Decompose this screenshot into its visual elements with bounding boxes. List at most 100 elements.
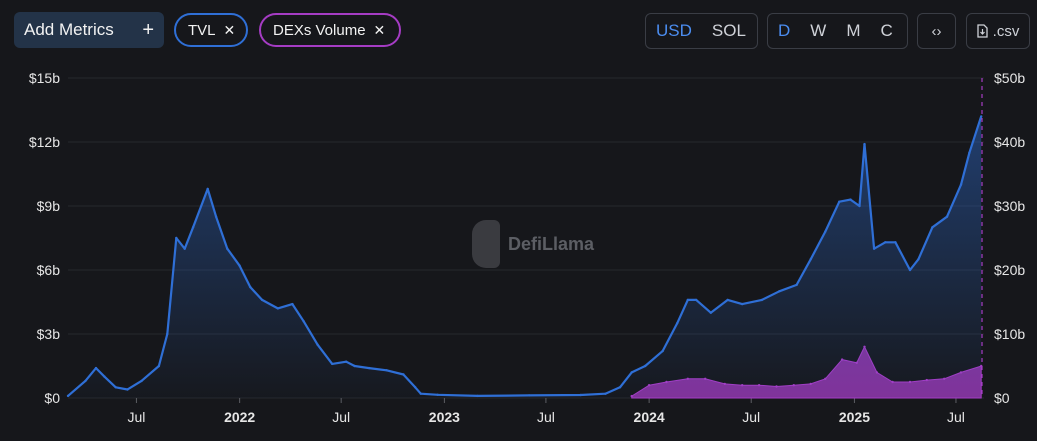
code-icon: ‹› (931, 22, 942, 40)
currency-usd-button[interactable]: USD (656, 21, 692, 40)
right-tick-label: $30b (994, 198, 1025, 214)
tvl-point (214, 215, 218, 218)
metric-chip-tvl[interactable]: TVL ✕ (174, 13, 248, 47)
tvl-point (894, 241, 897, 244)
right-axis: $0 $10b $20b $30b $40b $50b (994, 70, 1025, 406)
embed-button[interactable]: ‹› (917, 13, 956, 49)
tvl-point (661, 349, 664, 353)
tvl-point (644, 364, 647, 368)
tvl-point (809, 258, 812, 261)
x-tick-label: Jul (742, 409, 760, 425)
tvl-point (84, 379, 87, 383)
tvl-volume-chart[interactable]: $0 $3b $6b $9b $12b $15b $0 $10b $20b $30b $40b $5… (0, 62, 1037, 441)
left-axis: $0 $3b $6b $9b $12b $15b (29, 70, 60, 406)
tvl-point (824, 230, 827, 233)
tvl-point (579, 393, 582, 397)
granularity-monthly-button[interactable]: M (846, 21, 861, 40)
left-tick-label: $3b (37, 326, 61, 342)
tvl-point (863, 142, 866, 146)
csv-label: .csv (992, 22, 1020, 40)
x-tick-label: Jul (947, 409, 965, 425)
right-tick-label: $40b (994, 134, 1025, 150)
tvl-point (353, 364, 356, 368)
tvl-point (126, 388, 129, 391)
metric-chip-dexs-volume[interactable]: DEXs Volume ✕ (259, 13, 401, 47)
right-tick-label: $10b (994, 326, 1025, 342)
tvl-point (630, 371, 633, 374)
file-download-icon (977, 24, 988, 38)
x-tick-label: 2022 (224, 409, 255, 425)
tvl-point (726, 298, 729, 302)
right-tick-label: $20b (994, 262, 1025, 278)
x-tick-label: 2023 (429, 409, 460, 425)
tvl-point (175, 236, 178, 240)
left-tick-label: $6b (37, 262, 61, 278)
tvl-point (276, 307, 279, 310)
granularity-toggle: D W M C (767, 13, 908, 49)
watermark: DefiLlama (472, 220, 594, 268)
csv-download-button[interactable]: .csv (966, 13, 1030, 49)
tvl-point (686, 298, 689, 302)
currency-sol-button[interactable]: SOL (711, 21, 746, 40)
tvl-point (872, 247, 876, 250)
tvl-point (249, 285, 252, 289)
x-tick-label: Jul (537, 409, 555, 425)
add-metrics-label: Add Metrics (24, 20, 114, 39)
tvl-point (436, 393, 439, 396)
tvl-point (331, 362, 334, 366)
granularity-weekly-button[interactable]: W (810, 21, 827, 40)
tvl-point (618, 386, 622, 389)
tvl-point (402, 373, 405, 376)
tvl-point (260, 298, 264, 302)
plus-icon: + (142, 19, 154, 41)
tvl-point (385, 369, 388, 372)
close-icon[interactable]: ✕ (373, 21, 386, 38)
tvl-point (226, 247, 229, 250)
tvl-point (931, 226, 934, 229)
watermark-label: DefiLlama (508, 233, 595, 254)
granularity-cumulative-button[interactable]: C (880, 21, 893, 40)
left-tick-label: $12b (29, 134, 60, 150)
tvl-point (66, 394, 70, 398)
currency-toggle: USD SOL (645, 13, 758, 49)
left-tick-label: $15b (29, 70, 60, 86)
tvl-point (709, 311, 712, 314)
tvl-point (103, 375, 106, 378)
tvl-point (980, 115, 983, 118)
left-tick-label: $9b (37, 198, 61, 214)
tvl-point (884, 241, 887, 244)
tvl-point (760, 298, 764, 302)
granularity-daily-button[interactable]: D (778, 21, 791, 40)
tvl-point (238, 264, 241, 267)
tvl-point (114, 386, 117, 389)
series-tvl-line (67, 116, 983, 397)
x-tick-label: 2025 (839, 409, 870, 425)
right-tick-label: $50b (994, 70, 1025, 86)
x-axis: Jul 2022 Jul 2023 Jul 2024 Jul 2025 Jul (127, 398, 965, 425)
tvl-point (414, 386, 417, 389)
metric-chip-label: DEXs Volume (273, 21, 366, 39)
tvl-point (419, 392, 422, 395)
add-metrics-button[interactable]: Add Metrics + (14, 12, 164, 48)
tvl-point (945, 215, 949, 218)
metric-chip-label: TVL (188, 21, 216, 39)
tvl-point (206, 187, 209, 191)
tvl-point (858, 204, 861, 208)
tvl-point (140, 379, 143, 383)
x-tick-label: 2024 (634, 409, 665, 425)
defillama-logo (472, 220, 500, 268)
toolbar: Add Metrics + TVL ✕ DEXs Volume ✕ USD SO… (0, 0, 1037, 62)
series-tvl-area (68, 116, 982, 399)
tvl-point (908, 268, 912, 272)
tvl-point (302, 320, 305, 323)
tvl-point (191, 226, 195, 229)
tvl-point (291, 302, 294, 306)
tvl-point (778, 290, 781, 293)
tvl-point (476, 394, 479, 398)
series-layer (66, 78, 983, 399)
close-icon[interactable]: ✕ (223, 21, 236, 38)
x-tick-label: Jul (332, 409, 350, 425)
tvl-point (604, 392, 607, 395)
tvl-point (959, 183, 963, 186)
tvl-point (741, 302, 744, 306)
